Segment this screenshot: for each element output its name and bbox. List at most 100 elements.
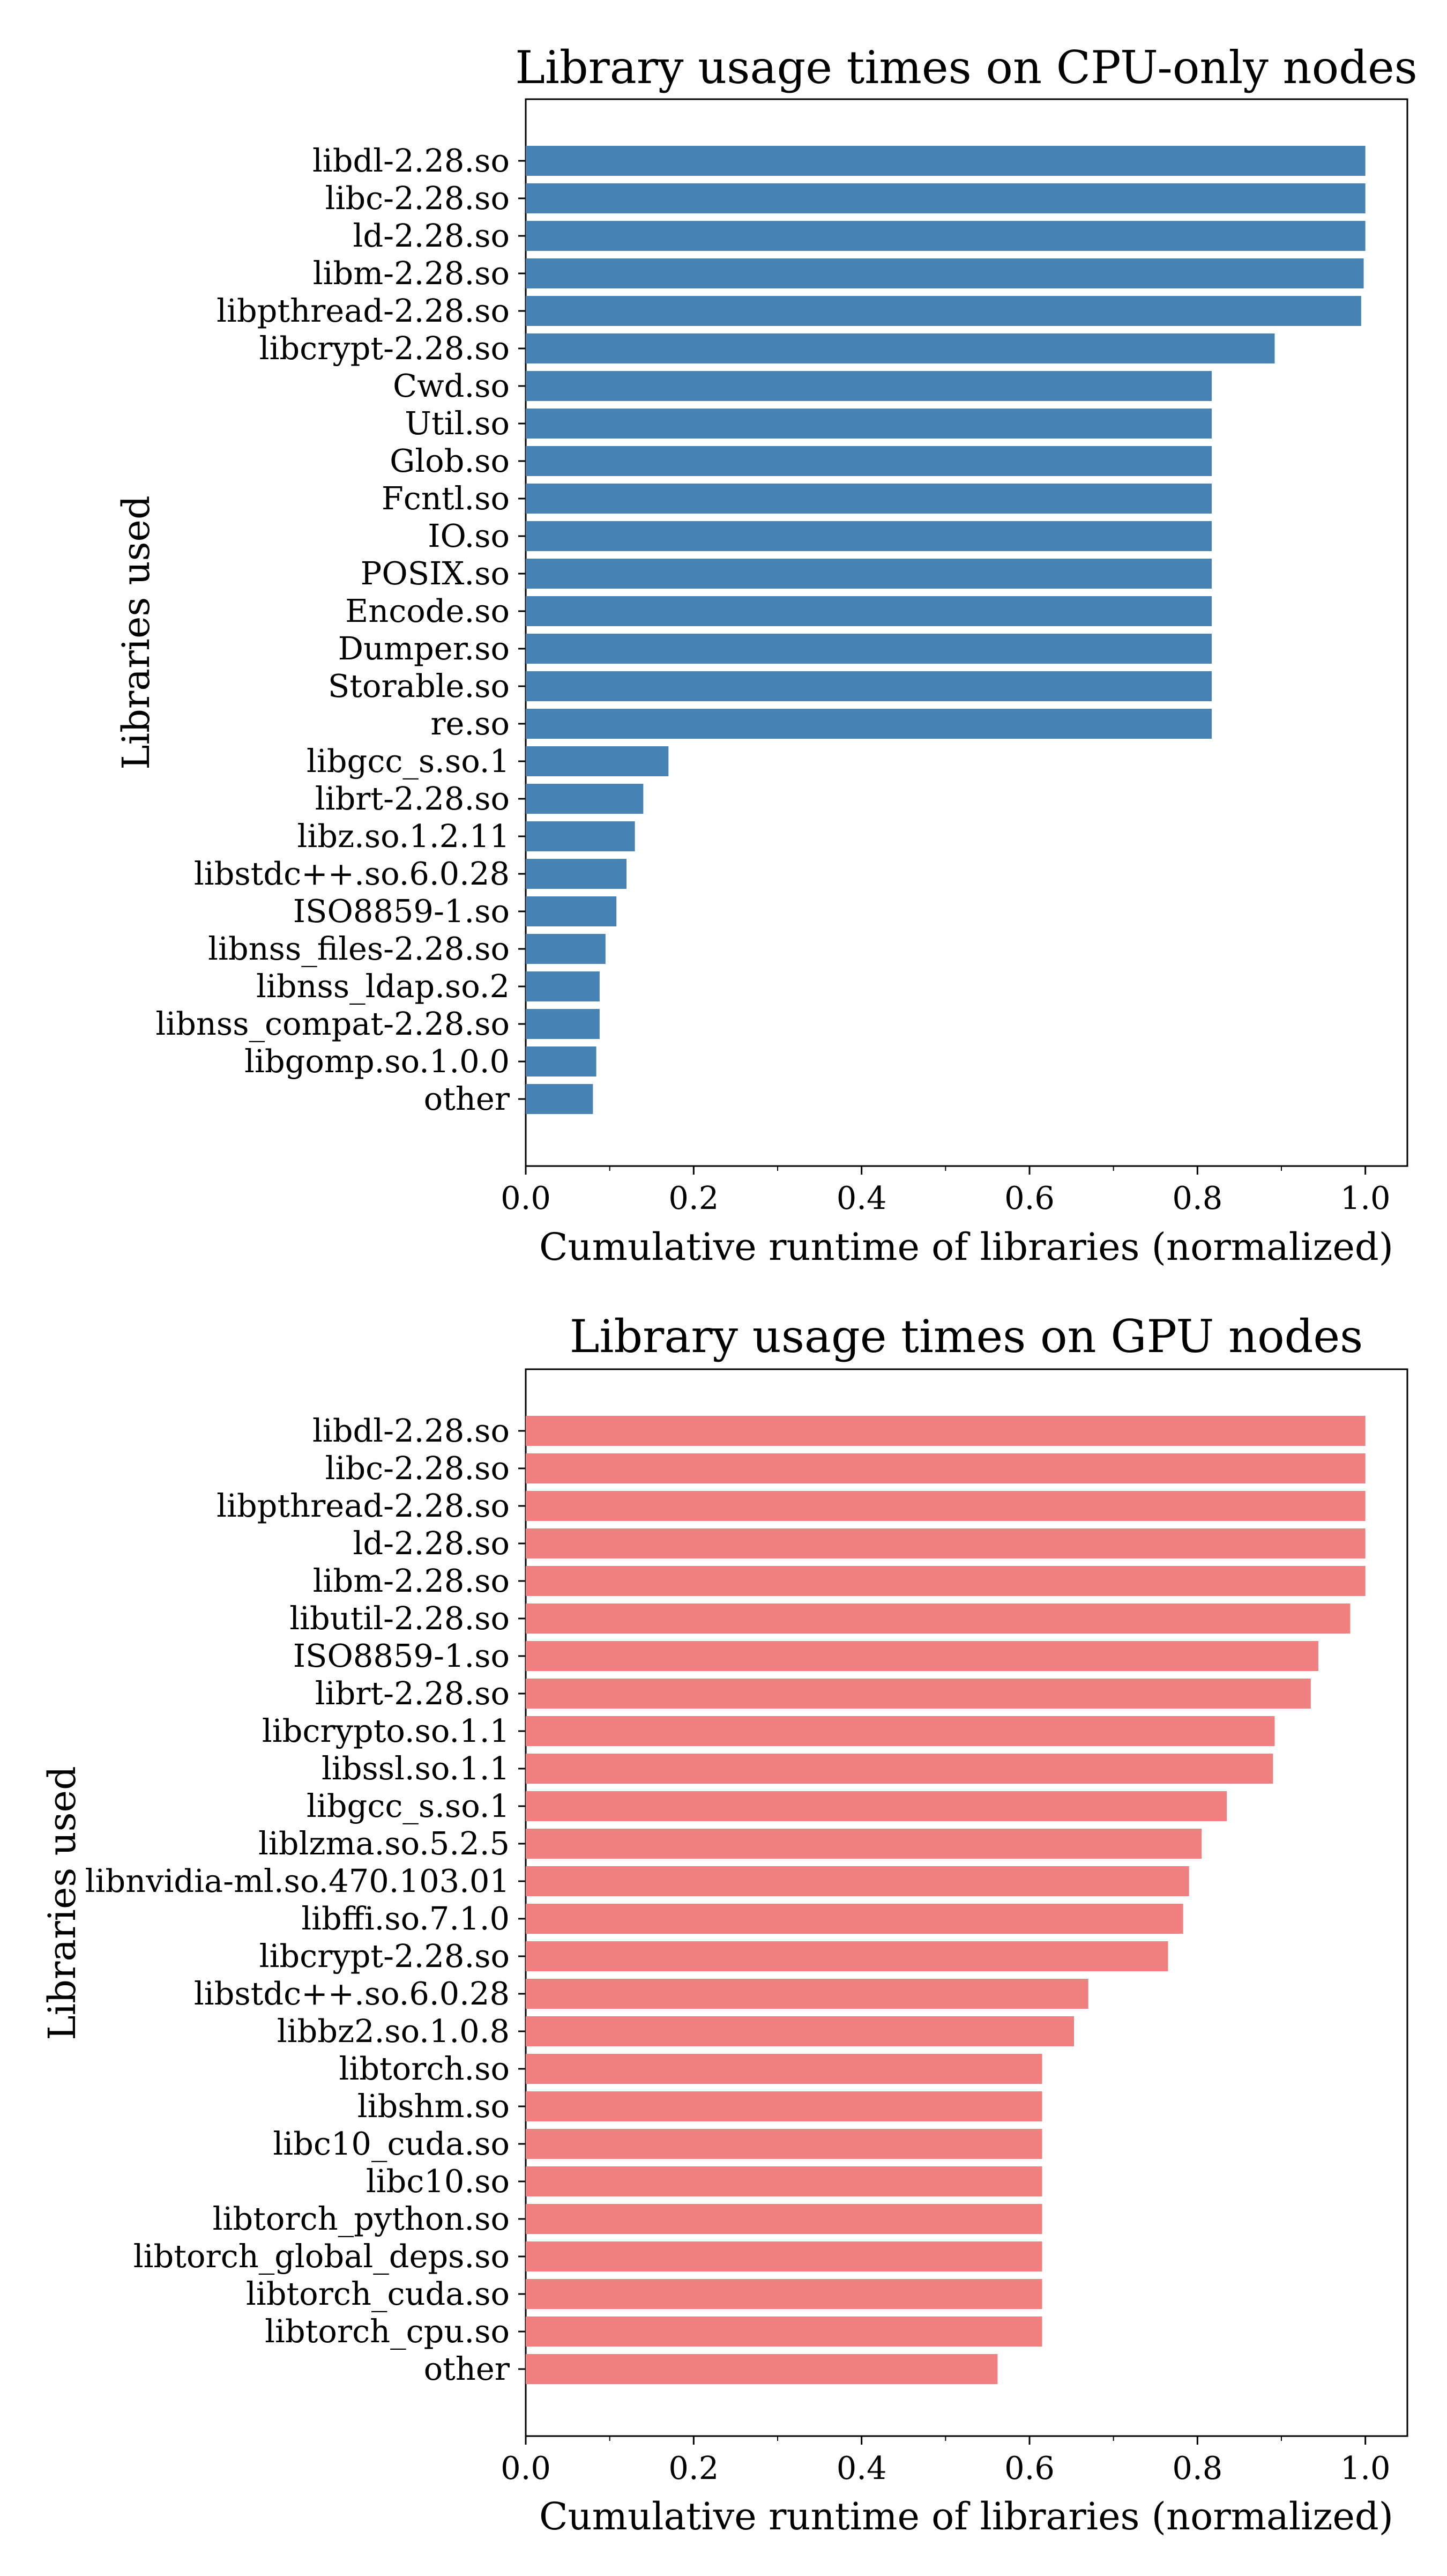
cpu-category-label: IO.so (428, 517, 510, 554)
gpu-bar (526, 2166, 1042, 2196)
gpu-y-axis-label: Libraries used (40, 1766, 84, 2040)
gpu-category-label: librt-2.28.so (315, 1675, 510, 1712)
gpu-bar (526, 2317, 1042, 2347)
cpu-x-tick-label: 1.0 (1340, 1179, 1391, 1216)
gpu-bar (526, 2204, 1042, 2234)
gpu-category-label: libc10_cuda.so (273, 2125, 510, 2162)
cpu-category-label: Fcntl.so (382, 480, 510, 517)
cpu-x-tick-label: 0.6 (1004, 1179, 1055, 1216)
cpu-bar (526, 484, 1212, 514)
gpu-bar (526, 2241, 1042, 2271)
gpu-category-label: libffi.so.7.1.0 (301, 1900, 510, 1937)
cpu-category-label: ld-2.28.so (353, 217, 510, 254)
gpu-x-tick-label: 0.2 (668, 2449, 719, 2486)
gpu-category-label: libc-2.28.so (325, 1450, 510, 1487)
gpu-category-label: libdl-2.28.so (312, 1412, 510, 1449)
gpu-bar (526, 1679, 1311, 1709)
cpu-bar (526, 446, 1212, 476)
cpu-category-label: libgomp.so.1.0.0 (244, 1043, 510, 1080)
cpu-bar (526, 1084, 593, 1114)
cpu-bar (526, 709, 1212, 739)
gpu-bar (526, 2279, 1042, 2309)
gpu-x-tick-label: 0.4 (837, 2449, 887, 2486)
gpu-x-ticks: 0.0 0.2 0.4 0.6 0.8 1.0 (501, 2436, 1391, 2486)
cpu-bar (526, 371, 1212, 401)
gpu-category-label: other (424, 2350, 510, 2387)
gpu-category-label: ISO8859-1.so (293, 1637, 510, 1674)
cpu-x-axis-label: Cumulative runtime of libraries (normali… (539, 1225, 1393, 1269)
cpu-x-tick-label: 0.2 (668, 1179, 719, 1216)
cpu-category-label: libnss_compat-2.28.so (155, 1005, 510, 1042)
gpu-category-label: libshm.so (357, 2088, 510, 2125)
cpu-bar (526, 521, 1212, 551)
gpu-bar (526, 1453, 1366, 1483)
gpu-bar (526, 1979, 1088, 2009)
cpu-category-label: libnss_ldap.so.2 (256, 968, 510, 1005)
gpu-x-tick-label: 0.0 (501, 2449, 551, 2486)
cpu-bar (526, 409, 1212, 439)
cpu-bar (526, 258, 1364, 288)
cpu-x-tick-label: 0.4 (837, 1179, 887, 1216)
gpu-x-tick-label: 0.8 (1172, 2449, 1222, 2486)
cpu-bar (526, 746, 669, 776)
cpu-y-axis-label: Libraries used (114, 495, 158, 770)
cpu-category-label: Cwd.so (393, 367, 510, 404)
gpu-category-label: libstdc++.so.6.0.28 (194, 1975, 510, 2012)
cpu-category-label: libz.so.1.2.11 (297, 818, 510, 855)
gpu-bar (526, 1829, 1202, 1859)
gpu-category-label: libtorch_cuda.so (246, 2275, 510, 2312)
gpu-bar (526, 2054, 1042, 2084)
cpu-bar (526, 634, 1212, 664)
cpu-category-label: libc-2.28.so (325, 180, 510, 217)
cpu-category-labels: libdl-2.28.solibc-2.28.sold-2.28.solibm-… (155, 142, 526, 1117)
cpu-bar (526, 1046, 596, 1077)
cpu-category-label: other (424, 1080, 510, 1117)
cpu-bar (526, 859, 626, 889)
gpu-bar (526, 1566, 1366, 1596)
gpu-bar (526, 2091, 1042, 2121)
gpu-bar (526, 1904, 1183, 1934)
cpu-chart-panel: Library usage times on CPU-only nodes Cu… (114, 41, 1418, 1269)
gpu-category-label: libcrypt-2.28.so (259, 1937, 510, 1974)
cpu-category-label: libpthread-2.28.so (217, 292, 510, 329)
cpu-bar (526, 896, 617, 926)
gpu-category-label: libutil-2.28.so (289, 1600, 510, 1637)
gpu-category-label: libc10.so (366, 2163, 510, 2200)
gpu-plot-frame (525, 1368, 1408, 2437)
cpu-bar (526, 671, 1212, 701)
gpu-category-label: libssl.so.1.1 (322, 1750, 510, 1787)
cpu-bar (526, 183, 1366, 213)
cpu-category-label: POSIX.so (361, 555, 510, 592)
cpu-category-label: libnss_files-2.28.so (208, 930, 510, 967)
gpu-chart-title: Library usage times on GPU nodes (570, 1310, 1363, 1363)
gpu-category-label: ld-2.28.so (353, 1525, 510, 1562)
cpu-category-label: Storable.so (328, 667, 510, 704)
gpu-bar (526, 2354, 998, 2384)
cpu-bar (526, 333, 1275, 363)
cpu-x-ticks: 0.0 0.2 0.4 0.6 0.8 1.0 (501, 1166, 1391, 1216)
cpu-bar (526, 934, 606, 964)
cpu-bar (526, 821, 635, 851)
cpu-x-tick-label: 0.0 (501, 1179, 551, 1216)
gpu-bar (526, 1716, 1275, 1746)
cpu-bar (526, 596, 1212, 626)
gpu-x-tick-label: 0.6 (1004, 2449, 1055, 2486)
cpu-bar (526, 559, 1212, 589)
gpu-bar (526, 1791, 1227, 1821)
cpu-category-label: libm-2.28.so (313, 255, 510, 292)
gpu-bar (526, 1603, 1351, 1634)
cpu-category-label: Dumper.so (338, 630, 510, 667)
cpu-category-label: Util.so (405, 405, 510, 442)
cpu-category-label: librt-2.28.so (315, 780, 510, 817)
cpu-category-label: libstdc++.so.6.0.28 (194, 855, 510, 892)
cpu-bars (526, 146, 1366, 1114)
gpu-chart-panel: Library usage times on GPU nodes Cumulat… (40, 1310, 1408, 2538)
gpu-bar (526, 1528, 1366, 1558)
gpu-category-label: libbz2.so.1.0.8 (277, 2013, 510, 2050)
gpu-bar (526, 2016, 1075, 2046)
cpu-x-tick-label: 0.8 (1172, 1179, 1222, 1216)
cpu-category-label: libdl-2.28.so (312, 142, 510, 179)
gpu-bar (526, 1754, 1273, 1784)
